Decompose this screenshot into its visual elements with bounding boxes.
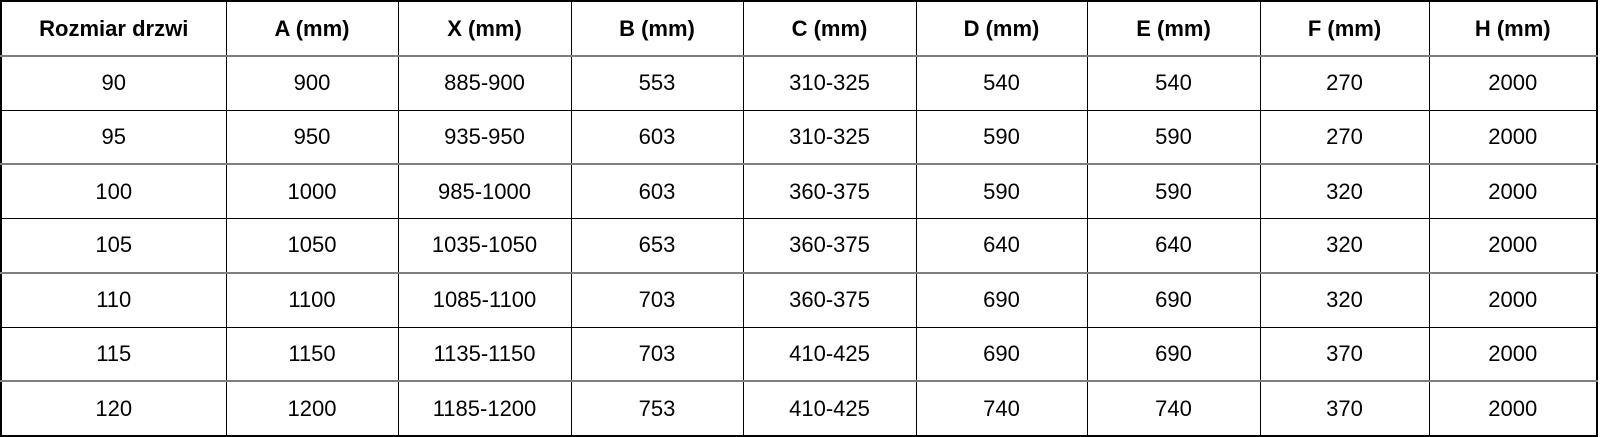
table-cell: 653 — [570, 218, 744, 273]
table-cell: 590 — [915, 164, 1088, 219]
table-cell: 690 — [1086, 272, 1261, 328]
table-cell: 1185-1200 — [397, 381, 572, 436]
table-cell: 360-375 — [742, 272, 917, 328]
column-header-h-mm: H (mm) — [1428, 1, 1598, 56]
table-row-100: 100 1000 985-1000 603 360-375 590 590 320 2000 — [0, 164, 1598, 219]
table-cell: 950 — [225, 110, 399, 165]
table-cell: 320 — [1259, 272, 1430, 328]
table-cell: 885-900 — [397, 56, 572, 111]
table-cell: 320 — [1259, 164, 1430, 219]
table-cell: 1000 — [225, 164, 399, 219]
table-cell: 703 — [570, 327, 744, 382]
table-cell: 640 — [1086, 218, 1261, 273]
table-cell: 410-425 — [742, 381, 917, 436]
table-cell: 270 — [1259, 56, 1430, 111]
table-cell: 2000 — [1428, 327, 1598, 382]
table-cell: 935-950 — [397, 110, 572, 165]
table-row-110: 110 1100 1085-1100 703 360-375 690 690 320 2000 — [0, 272, 1598, 328]
table-cell: 740 — [915, 381, 1088, 436]
table-cell: 1150 — [225, 327, 399, 382]
table-cell: 1200 — [225, 381, 399, 436]
table-cell: 1100 — [225, 272, 399, 328]
column-header-e-mm: E (mm) — [1086, 1, 1261, 56]
table-cell: 1035-1050 — [397, 218, 572, 273]
table-cell: 360-375 — [742, 218, 917, 273]
table-cell: 105 — [0, 218, 227, 273]
table-body: 90 900 885-900 553 310-325 540 540 270 2000 95 950… — [0, 56, 1598, 436]
table-cell: 2000 — [1428, 56, 1598, 111]
table-cell: 640 — [915, 218, 1088, 273]
table-cell: 900 — [225, 56, 399, 111]
column-header-f-mm: F (mm) — [1259, 1, 1430, 56]
table-cell: 590 — [1086, 110, 1261, 165]
table-cell: 100 — [0, 164, 227, 219]
table-cell: 270 — [1259, 110, 1430, 165]
table-cell: 740 — [1086, 381, 1261, 436]
table-cell: 1135-1150 — [397, 327, 572, 382]
column-header-d-mm: D (mm) — [915, 1, 1088, 56]
table-cell: 2000 — [1428, 110, 1598, 165]
table-cell: 603 — [570, 110, 744, 165]
table-cell: 1085-1100 — [397, 272, 572, 328]
table-cell: 603 — [570, 164, 744, 219]
table-cell: 1050 — [225, 218, 399, 273]
table-cell: 2000 — [1428, 381, 1598, 436]
table-cell: 690 — [915, 272, 1088, 328]
table-cell: 310-325 — [742, 56, 917, 111]
table-row-95: 95 950 935-950 603 310-325 590 590 270 2000 — [0, 110, 1598, 165]
table-cell: 110 — [0, 272, 227, 328]
table-cell: 590 — [1086, 164, 1261, 219]
table-cell: 95 — [0, 110, 227, 165]
table-cell: 540 — [1086, 56, 1261, 111]
column-header-a-mm: A (mm) — [225, 1, 399, 56]
table-cell: 690 — [915, 327, 1088, 382]
table-cell: 540 — [915, 56, 1088, 111]
table-cell: 2000 — [1428, 272, 1598, 328]
table-cell: 320 — [1259, 218, 1430, 273]
table-cell: 985-1000 — [397, 164, 572, 219]
table-cell: 690 — [1086, 327, 1261, 382]
table-row-90: 90 900 885-900 553 310-325 540 540 270 2000 — [0, 56, 1598, 111]
column-header-x-mm: X (mm) — [397, 1, 572, 56]
table-row-115: 115 1150 1135-1150 703 410-425 690 690 370 2000 — [0, 327, 1598, 382]
table-cell: 370 — [1259, 381, 1430, 436]
table-cell: 120 — [0, 381, 227, 436]
table-cell: 2000 — [1428, 164, 1598, 219]
column-header-c-mm: C (mm) — [742, 1, 917, 56]
table-cell: 90 — [0, 56, 227, 111]
table-row-120: 120 1200 1185-1200 753 410-425 740 740 370 2000 — [0, 381, 1598, 436]
table-header-row: Rozmiar drzwi A (mm) X (mm) B (mm) C (mm) D (… — [0, 1, 1598, 56]
table-cell: 360-375 — [742, 164, 917, 219]
table-cell: 2000 — [1428, 218, 1598, 273]
table-row-105: 105 1050 1035-1050 653 360-375 640 640 320 2000 — [0, 218, 1598, 273]
table-cell: 753 — [570, 381, 744, 436]
table-cell: 115 — [0, 327, 227, 382]
table-cell: 590 — [915, 110, 1088, 165]
table-header: Rozmiar drzwi A (mm) X (mm) B (mm) C (mm) D (… — [0, 1, 1598, 56]
table-cell: 703 — [570, 272, 744, 328]
column-header-rozmiar-drzwi: Rozmiar drzwi — [0, 1, 227, 56]
table-cell: 410-425 — [742, 327, 917, 382]
table-cell: 553 — [570, 56, 744, 111]
table-cell: 370 — [1259, 327, 1430, 382]
table-cell: 310-325 — [742, 110, 917, 165]
column-header-b-mm: B (mm) — [570, 1, 744, 56]
